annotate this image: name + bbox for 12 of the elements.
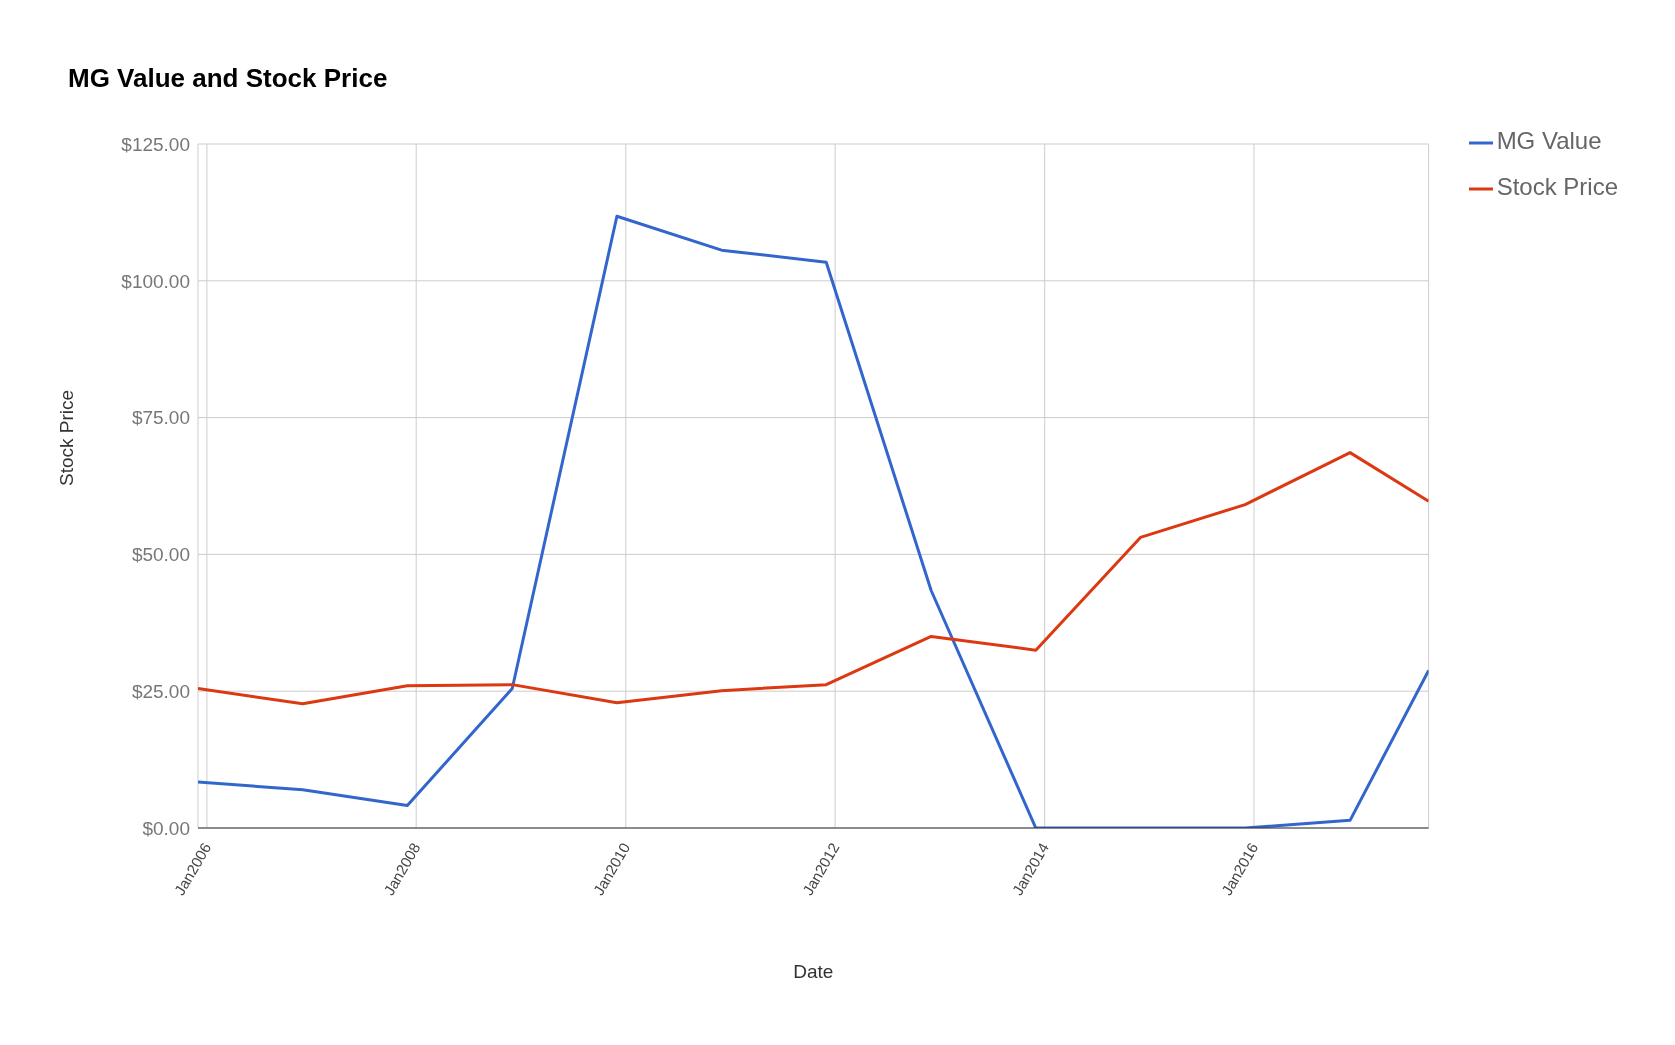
line-series [198, 451, 1429, 706]
chart-title: MG Value and Stock Price [68, 63, 388, 94]
y-tick-label: $125.00 [121, 133, 190, 155]
y-tick-label: $50.00 [131, 544, 190, 566]
y-tick-label: $100.00 [121, 270, 190, 292]
legend-label: MG Value [1496, 127, 1602, 154]
y-tick-label: $25.00 [131, 680, 190, 702]
x-axis-title: Date [793, 961, 834, 982]
y-tick-label: $75.00 [131, 407, 190, 429]
legend-label: Stock Price [1496, 173, 1618, 200]
y-axis-title: Stock Price [55, 389, 77, 486]
y-tick-label: $0.00 [142, 817, 190, 839]
